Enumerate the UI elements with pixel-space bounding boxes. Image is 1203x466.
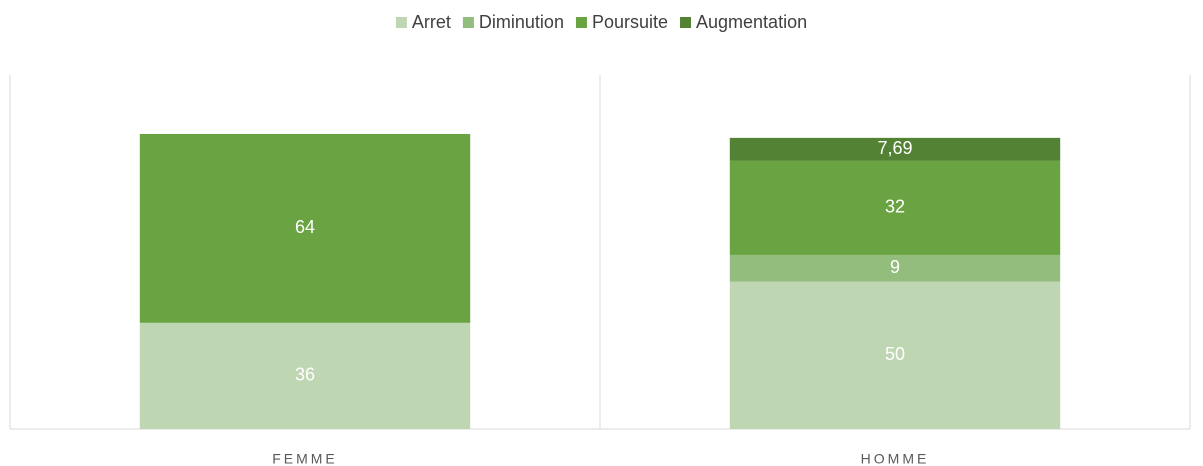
bar-segment xyxy=(729,281,1061,429)
legend-label: Diminution xyxy=(479,12,564,32)
data-label: 50 xyxy=(885,344,905,364)
x-tick-label: HOMME xyxy=(861,451,930,466)
bar-segment xyxy=(729,160,1061,255)
data-label: 9 xyxy=(890,257,900,277)
legend-swatch xyxy=(680,17,692,28)
data-label: 36 xyxy=(295,365,315,385)
legend-label: Poursuite xyxy=(592,12,668,32)
bar-segment xyxy=(729,137,1061,161)
legend-label: Augmentation xyxy=(696,12,807,32)
data-label: 32 xyxy=(885,197,905,217)
bar-segment xyxy=(139,322,471,429)
legend-swatch xyxy=(462,17,474,28)
data-label: 64 xyxy=(295,217,315,237)
legend-label: Arret xyxy=(412,12,451,32)
x-tick-label: FEMME xyxy=(272,451,338,466)
bar-segment xyxy=(139,134,471,323)
bar-segment xyxy=(729,254,1061,282)
legend-swatch xyxy=(575,17,587,28)
data-label: 7,69 xyxy=(877,138,912,158)
legend-swatch xyxy=(395,17,407,28)
